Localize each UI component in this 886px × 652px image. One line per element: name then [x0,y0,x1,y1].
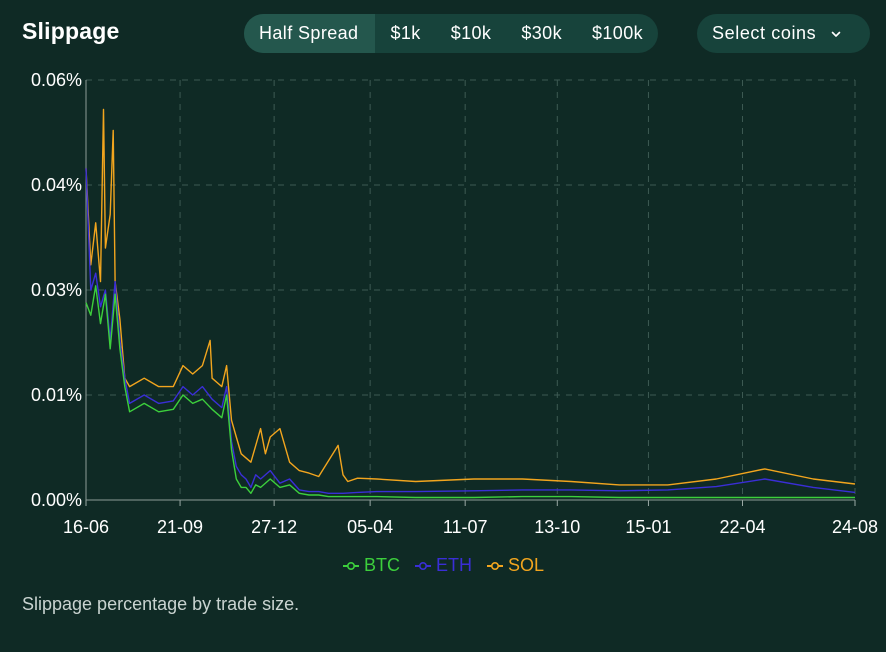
chart-legend: BTC ETH SOL [0,555,886,576]
series-line-eth [85,168,856,494]
x-tick-label: 13-10 [534,517,580,537]
chart-grid [86,79,856,500]
chart-axes [85,80,856,506]
x-tick-label: 16-06 [63,517,109,537]
series-line-sol [85,108,856,486]
y-tick-label: 0.04% [31,175,82,195]
y-tick-label: 0.01% [31,385,82,405]
legend-marker-eth [414,561,431,570]
slippage-chart: 0.00% 0.01% 0.03% 0.04% 0.06% 16-06 21-09 27-1… [31,70,878,537]
chart-caption: Slippage percentage by trade size. [22,594,300,614]
legend-item-btc[interactable]: BTC [342,555,400,576]
x-tick-label: 22-04 [719,517,765,537]
x-tick-label: 27-12 [251,517,297,537]
x-tick-label: 15-01 [625,517,671,537]
legend-label-eth: ETH [435,555,472,575]
y-tick-label: 0.00% [31,490,82,510]
tab-100k[interactable]: $100k [591,23,644,43]
legend-marker-sol [486,561,503,570]
chevron-down-icon [831,31,841,37]
y-axis-labels: 0.00% 0.01% 0.03% 0.04% 0.06% [31,70,82,510]
tab-1k[interactable]: $1k [390,23,421,43]
series-line-btc [85,285,855,499]
x-axis-labels: 16-06 21-09 27-12 05-04 11-07 13-10 15-01 22-04… [63,517,878,537]
x-tick-label: 21-09 [157,517,203,537]
chart-series [85,108,856,499]
trade-size-selector: Half Spread $1k $10k $30k $100k [244,14,659,53]
legend-marker-btc [342,561,359,570]
legend-label-btc: BTC [363,555,400,575]
legend-item-eth[interactable]: ETH [414,555,472,576]
tab-30k[interactable]: $30k [521,23,562,43]
x-tick-label: 11-07 [443,517,488,537]
y-tick-label: 0.06% [31,70,82,90]
select-coins-label: Select coins [712,23,817,43]
page-title: Slippage [22,18,120,44]
y-tick-label: 0.03% [31,280,82,300]
x-tick-label: 24-08 [832,517,878,537]
select-coins-dropdown[interactable]: Select coins [697,14,870,53]
x-tick-label: 05-04 [347,517,393,537]
legend-item-sol[interactable]: SOL [486,555,544,576]
tab-10k[interactable]: $10k [450,23,492,43]
legend-label-sol: SOL [507,555,545,575]
tab-half-spread[interactable]: Half Spread [244,14,376,53]
